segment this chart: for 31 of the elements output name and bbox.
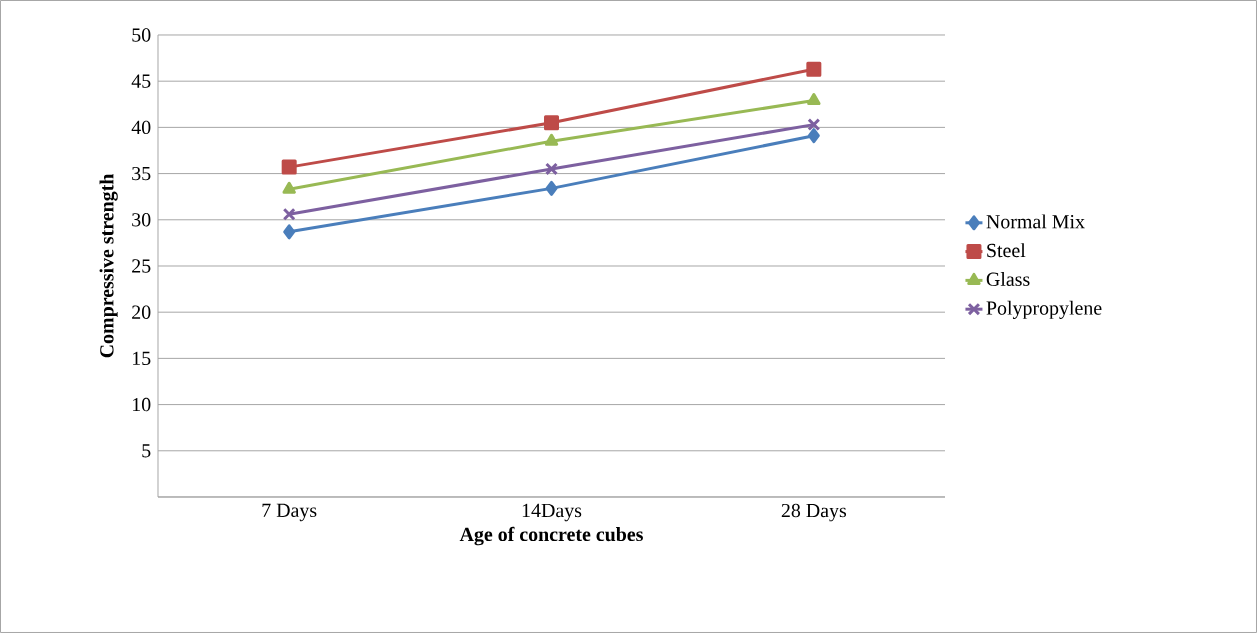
y-tick-label: 45 bbox=[131, 74, 151, 88]
point bbox=[545, 180, 558, 196]
point bbox=[807, 93, 821, 106]
y-tick-label: 15 bbox=[133, 351, 151, 366]
point bbox=[544, 115, 560, 131]
point bbox=[544, 133, 559, 146]
point bbox=[282, 181, 296, 194]
point bbox=[806, 61, 822, 77]
y-tick-label: 50 bbox=[132, 28, 151, 42]
y-tick-label: 10 bbox=[133, 397, 151, 412]
y-tick-label: 35 bbox=[132, 166, 151, 181]
x-tick-label: 28 Days bbox=[781, 503, 847, 522]
point bbox=[281, 159, 297, 175]
legend-label: Normal Mix bbox=[986, 214, 1085, 229]
y-tick-label: 20 bbox=[132, 305, 151, 319]
y-tick-label: 40 bbox=[131, 120, 151, 135]
y-tick-label: 25 bbox=[132, 259, 151, 273]
x-axis-title: Age of concrete cubes bbox=[459, 526, 643, 546]
legend-label: Polypropylene bbox=[986, 300, 1102, 319]
legend-label: Steel bbox=[987, 243, 1026, 258]
point bbox=[282, 207, 296, 221]
y-tick-label: 30 bbox=[132, 213, 151, 227]
x-tick-label: 14Days bbox=[522, 503, 582, 522]
point bbox=[807, 118, 821, 132]
point bbox=[283, 224, 296, 240]
y-tick-label: 5 bbox=[142, 444, 151, 458]
point bbox=[545, 162, 558, 176]
x-tick-label: 7 Days bbox=[262, 503, 317, 522]
point bbox=[807, 128, 820, 144]
y-axis-title: Compressive strength bbox=[99, 173, 118, 358]
legend-label: Glass bbox=[986, 271, 1030, 286]
